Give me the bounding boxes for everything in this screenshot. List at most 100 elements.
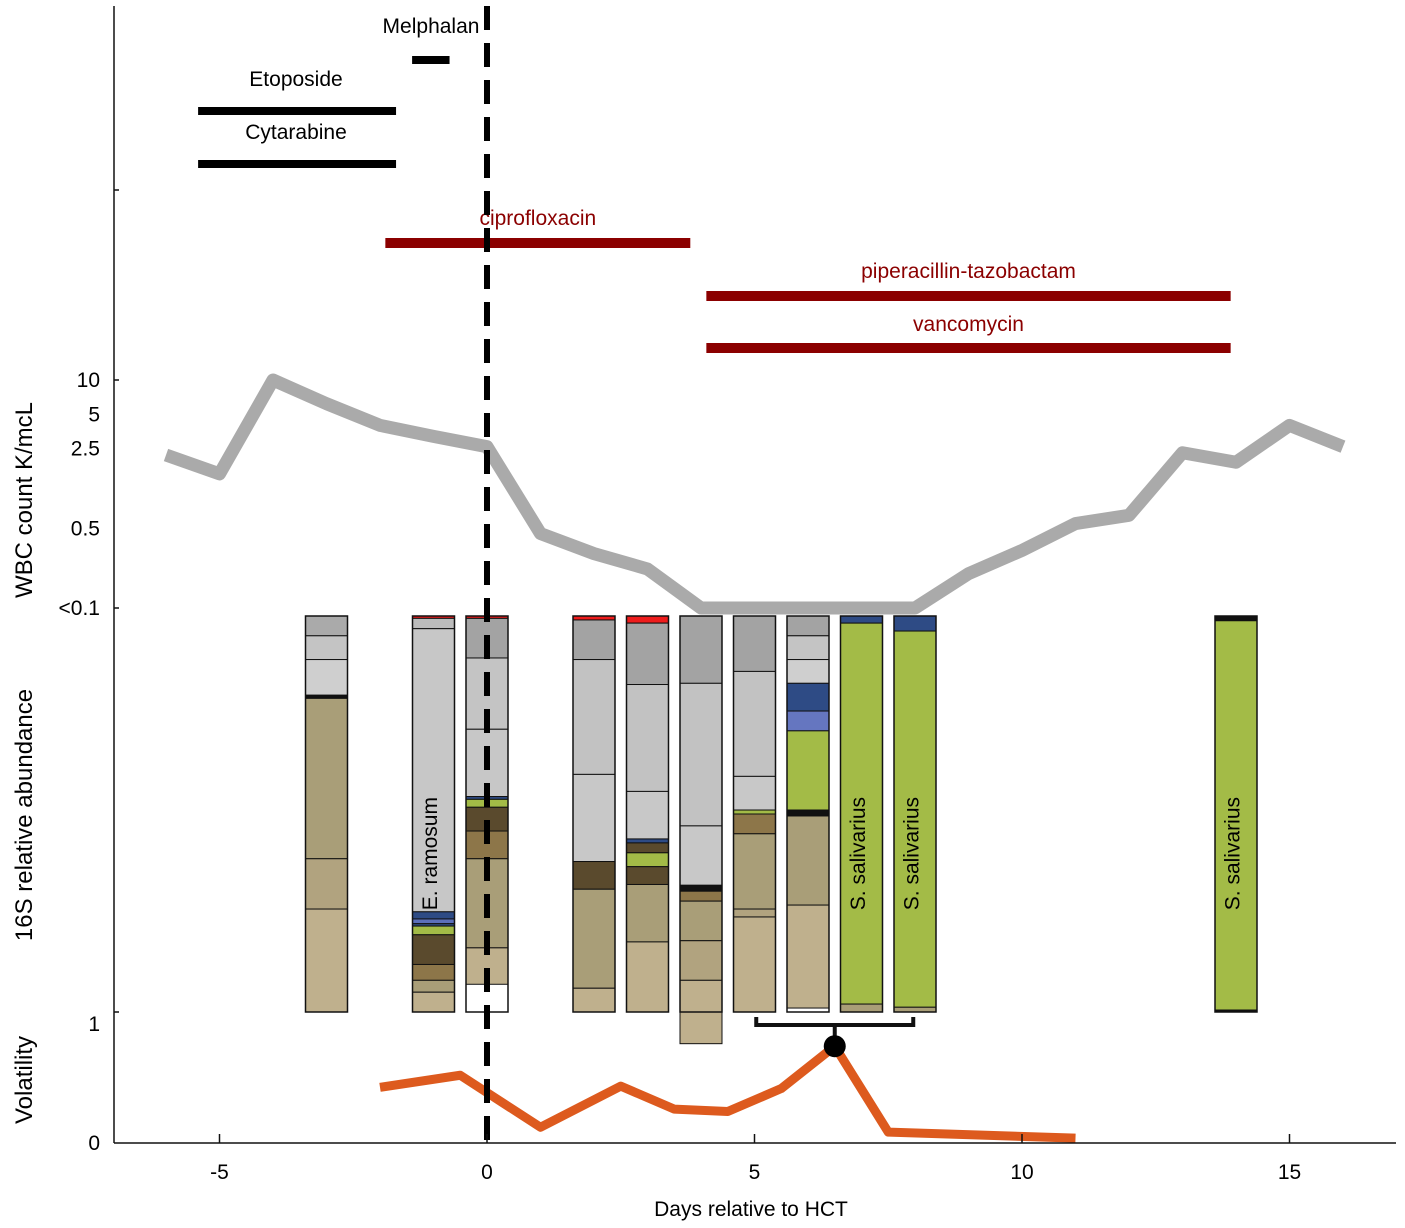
abundance-bar-day-14 (1214, 615, 1258, 1013)
axes-layer: -5 0 5 10 15 Days relative to HCT (113, 6, 1396, 1221)
abundance-segment (626, 684, 669, 792)
abundance-panel: E. ramosum S. salivarius S. salivarius S. s… (304, 615, 1258, 1045)
wbc-tick-label: 2.5 (71, 438, 100, 461)
abundance-segment (786, 815, 830, 906)
wbc-tick-label: 0.5 (71, 517, 100, 540)
abundance-segment (305, 697, 348, 860)
x-tick-label: 5 (749, 1161, 761, 1184)
abundance-bar-outline (679, 615, 723, 1013)
abundance-segment (679, 890, 723, 902)
volatility-peak-marker (823, 1035, 846, 1058)
abundance-bar-outline (304, 615, 349, 1013)
abundance-segment (626, 615, 669, 624)
abundance-segment (733, 615, 776, 672)
abundance-bar-day-7 (839, 615, 884, 1013)
abundance-segment (572, 861, 616, 890)
abundance-segment (412, 628, 455, 913)
abundance-segment (679, 940, 723, 981)
abundance-segment (572, 659, 616, 775)
abundance-segment (733, 916, 776, 1013)
antibiotics-layer: ciprofloxacin piperacillin-tazobactam vanc… (385, 207, 1231, 353)
wbc-tick-label: <0.1 (59, 597, 100, 620)
taxon-label-e-ramosum: E. ramosum (419, 797, 442, 910)
abundance-segment (412, 991, 455, 1013)
abundance-segment (679, 682, 723, 827)
abundance-segment (626, 790, 669, 840)
abundance-segment (733, 809, 776, 815)
taxon-label-s-salivarius: S. salivarius (901, 797, 924, 910)
volatility-line (379, 1041, 1076, 1143)
abundance-segment (572, 619, 616, 661)
abundance-segment (786, 635, 830, 661)
y-axis-title-16s-relative-abundance: 16S relative abundance (11, 689, 38, 941)
abundance-segment (626, 838, 669, 844)
abundance-segment (786, 809, 830, 817)
wbc-tick-label: 5 (88, 403, 100, 426)
abundance-segment (626, 842, 669, 854)
abundance-bar-day-8 (893, 615, 937, 1013)
abundance-segment (412, 979, 455, 993)
wbc-line (163, 373, 1346, 615)
abundance-segment (305, 615, 348, 637)
abundance-segment (1214, 620, 1258, 1011)
abundance-segment (305, 635, 348, 661)
taxon-label-s-salivarius: S. salivarius (847, 797, 870, 910)
abundance-bar-day-4 (679, 615, 723, 1045)
taxon-label-s-salivarius: S. salivarius (1222, 797, 1245, 910)
x-axis-title: Days relative to HCT (654, 1198, 848, 1221)
abundance-segment (679, 900, 723, 942)
abundance-segment (786, 730, 830, 811)
abundance-bar-outline (1214, 615, 1258, 1013)
abundance-segment (412, 963, 455, 981)
abundance-bar-outline (625, 615, 670, 1013)
abundance-bar-outline (893, 615, 937, 1013)
abundance-bar-day-6 (786, 615, 830, 1013)
wbc-tick-label: 10 (77, 369, 100, 392)
x-tick-label: -5 (210, 1161, 229, 1184)
abundance-bar-day--3 (304, 615, 349, 1013)
abundance-segment (733, 813, 776, 835)
abundance-segment (412, 911, 455, 920)
abundance-segment (305, 908, 348, 1013)
x-tick-label: 0 (481, 1161, 493, 1184)
abundance-bar-outline (786, 615, 830, 1013)
abundance-segment (786, 710, 830, 732)
abundance-bar-outline (411, 615, 456, 1013)
chemo-label-melphalan: Melphalan (383, 15, 480, 38)
abundance-segment (786, 659, 830, 684)
abundance-segment (412, 918, 455, 925)
abundance-segment (626, 622, 669, 686)
abundance-segment (412, 617, 455, 630)
abundance-segment (840, 615, 883, 624)
abundance-segment (679, 615, 723, 684)
antibiotic-label-piperacillin-tazobactam: piperacillin-tazobactam (861, 260, 1076, 283)
abundance-segment (840, 622, 883, 1005)
abundance-segment (733, 775, 776, 811)
abundance-segment (412, 934, 455, 965)
abundance-segment (626, 883, 669, 943)
chemo-label-etoposide: Etoposide (249, 68, 342, 91)
abundance-bar-outline (839, 615, 884, 1013)
abundance-segment (893, 615, 937, 632)
abundance-segment (893, 630, 937, 1008)
chemotherapy-layer: Melphalan Etoposide Cytarabine (198, 15, 480, 168)
abundance-segment (786, 682, 830, 712)
abundance-segment (572, 987, 616, 1013)
chemo-label-cytarabine: Cytarabine (245, 121, 347, 144)
abundance-segment (572, 773, 616, 863)
volatility-panel: 10 (88, 1013, 1076, 1155)
abundance-segment (786, 904, 830, 1009)
abundance-segment (840, 1003, 883, 1013)
abundance-segment (572, 888, 616, 989)
y-axis-title-volatility: Volatility (11, 1036, 38, 1124)
abundance-segment (626, 866, 669, 885)
abundance-segment (412, 925, 455, 936)
x-tick-label: 15 (1278, 1161, 1301, 1184)
abundance-bar-day-5 (732, 615, 777, 1013)
abundance-bar-day--1 (411, 615, 456, 1013)
y-axis-titles: WBC count K/mcL 16S relative abundance Vol… (11, 402, 38, 1124)
y-axis-title-wbc-count-k-mcl: WBC count K/mcL (11, 402, 38, 598)
abundance-bar-outline (572, 615, 616, 1013)
